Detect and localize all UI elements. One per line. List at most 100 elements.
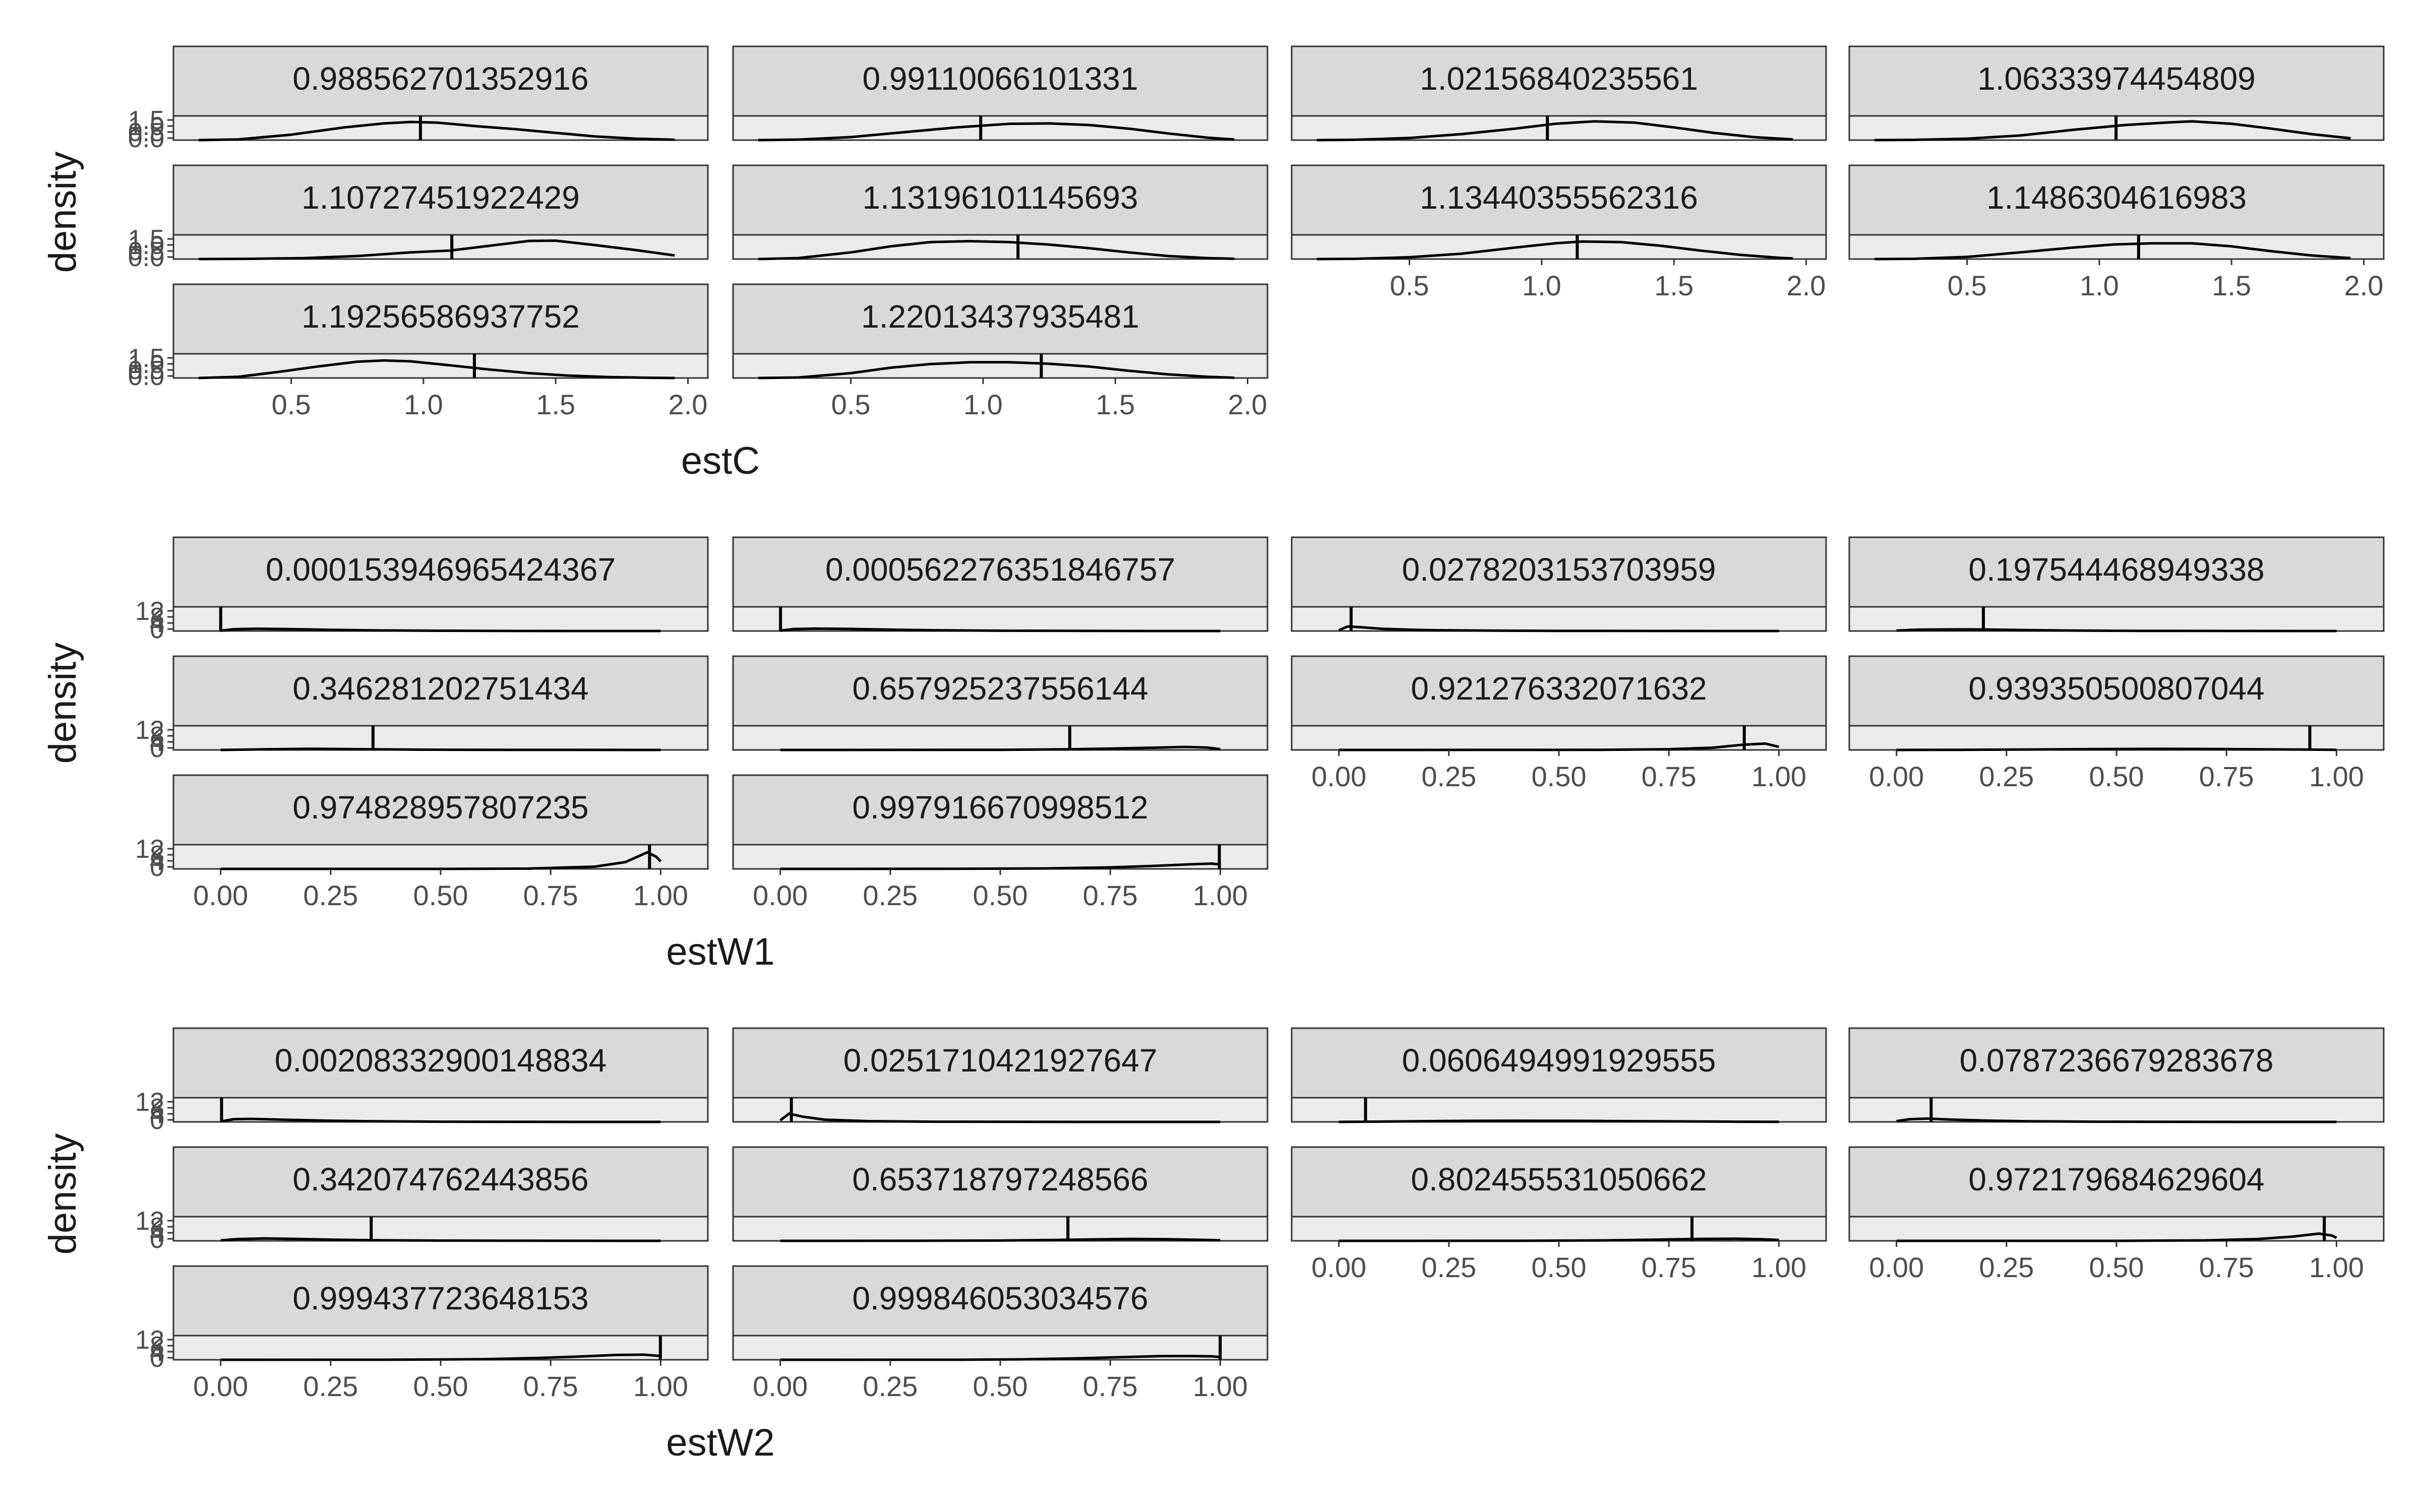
facet-panel: 1.22013437935481 0.5 1.0 1.5 2.0: [732, 283, 1268, 420]
facet-strip-label: 0.657925237556144: [852, 670, 1148, 707]
facet-strip-label: 0.0278203153703959: [1402, 551, 1716, 588]
x-tick-label: 0.75: [523, 1370, 578, 1402]
chart-section-estw1: 0.000153946965424367048120.0005622763518…: [41, 536, 2385, 973]
y-tick-label: 0.0: [128, 362, 164, 391]
facet-panel: 1.13440355562316 0.5 1.0 1.5 2.0: [1291, 164, 1827, 301]
density-curve: [220, 1353, 661, 1361]
x-tick-label: 0.5: [272, 389, 311, 420]
x-tick-label: 0.25: [863, 1370, 918, 1402]
x-tick-label: 1.5: [2212, 270, 2251, 301]
x-tick-label: 1.5: [536, 389, 575, 420]
y-tick-label: 4: [150, 1219, 164, 1248]
facet-panel: 0.939350500807044 0.00 0.25 0.50 0.75 1.00: [1848, 655, 2385, 792]
x-tick-label: 2.0: [1228, 389, 1267, 420]
facet-panel: 0.0278203153703959: [1291, 536, 1827, 633]
y-tick-label: 4: [150, 728, 164, 757]
facet-panel-background: [732, 115, 1268, 141]
density-curve: [1339, 742, 1780, 751]
facet-strip: [172, 1265, 709, 1337]
density-curve: [1874, 242, 2351, 261]
facet-strip-label: 0.988562701352916: [292, 60, 588, 97]
x-tick-label: 0.50: [973, 1370, 1028, 1402]
x-tick-label: 0.75: [1083, 1370, 1138, 1402]
facet-strip-label: 0.653718797248566: [852, 1161, 1148, 1198]
x-tick-label: 0.50: [2089, 761, 2144, 792]
facet-strip-label: 1.13440355562316: [1420, 179, 1698, 216]
facet-panel-background: [172, 1216, 709, 1242]
y-tick-label: 12: [135, 597, 164, 626]
facet-panel-background: [732, 234, 1268, 260]
y-tick-label: 8: [150, 841, 164, 870]
x-tick-label: 0.75: [1642, 1251, 1697, 1283]
x-axis-title: estC: [681, 439, 760, 482]
x-tick-label: 1.0: [963, 389, 1003, 420]
facet-panel: 0.0787236679283678: [1848, 1027, 2385, 1123]
y-tick-label: 1.5: [128, 106, 164, 135]
x-tick-label: 1.00: [1751, 1251, 1806, 1283]
x-tick-label: 0.50: [973, 879, 1028, 911]
facet-panel-background: [1848, 606, 2385, 632]
facet-panel-background: [172, 725, 709, 751]
facet-panel: 0.802455531050662 0.00 0.25 0.50 0.75 1.00: [1291, 1146, 1827, 1283]
density-curve: [1896, 747, 2337, 751]
x-tick-label: 1.5: [1096, 389, 1135, 420]
y-tick-label: 12: [135, 1326, 164, 1355]
x-tick-label: 0.75: [523, 879, 578, 911]
facet-panel-background: [1848, 725, 2385, 751]
density-curve: [220, 747, 661, 751]
y-tick-label: 8: [150, 1213, 164, 1242]
facet-strip: [732, 774, 1268, 846]
x-tick-label: 2.0: [669, 389, 708, 420]
x-axis: 0.00 0.25 0.50 0.75 1.00: [1869, 750, 2364, 792]
x-tick-label: 0.00: [193, 879, 248, 911]
facet-strip-label: 0.939350500807044: [1968, 670, 2264, 707]
facet-panel-background: [172, 844, 709, 870]
density-curve: [758, 361, 1235, 380]
x-tick-label: 0.75: [1083, 879, 1138, 911]
y-tick-label: 12: [135, 1088, 164, 1117]
density-curve: [198, 120, 675, 142]
facet-panel-background: [172, 1335, 709, 1361]
density-curve: [780, 1355, 1221, 1361]
facet-panel: 0.972179684629604 0.00 0.25 0.50 0.75 1.00: [1848, 1146, 2385, 1283]
y-tick-label: 8: [150, 722, 164, 751]
x-axis: 0.00 0.25 0.50 0.75 1.00: [1311, 1241, 1806, 1283]
facet-panel-background: [172, 1097, 709, 1123]
facet-strip: [1848, 1027, 2385, 1099]
y-tick-label: 1.0: [128, 350, 164, 379]
density-curve: [1316, 240, 1793, 261]
density-curve: [780, 1237, 1221, 1242]
x-tick-label: 1.00: [1751, 761, 1806, 792]
y-tick-label: 1.5: [128, 225, 164, 254]
x-tick-label: 1.00: [633, 1370, 688, 1402]
density-curve: [198, 239, 675, 261]
x-tick-label: 2.0: [2344, 270, 2384, 301]
facet-strip: [1848, 536, 2385, 608]
facet-strip: [172, 774, 709, 846]
facet-strip-label: 0.0787236679283678: [1960, 1042, 2274, 1079]
facet-strip: [732, 45, 1268, 117]
y-tick-label: 12: [135, 835, 164, 864]
x-tick-label: 0.00: [193, 1370, 248, 1402]
x-tick-label: 0.75: [1642, 761, 1697, 792]
facet-panel: 0.999846053034576 0.00 0.25 0.50 0.75 1.00: [732, 1265, 1268, 1402]
x-tick-label: 0.75: [2199, 761, 2254, 792]
facet-strip: [1291, 1027, 1827, 1099]
facet-strip: [172, 1027, 709, 1099]
x-tick-label: 0.75: [2199, 1251, 2254, 1283]
x-tick-label: 0.25: [863, 879, 918, 911]
y-tick-label: 4: [150, 1100, 164, 1129]
facet-strip: [1291, 164, 1827, 236]
density-curve: [758, 122, 1235, 142]
density-curve: [220, 1117, 661, 1123]
y-tick-label: 0.0: [128, 124, 164, 153]
x-tick-label: 0.25: [1421, 761, 1476, 792]
x-tick-label: 0.25: [303, 879, 358, 911]
